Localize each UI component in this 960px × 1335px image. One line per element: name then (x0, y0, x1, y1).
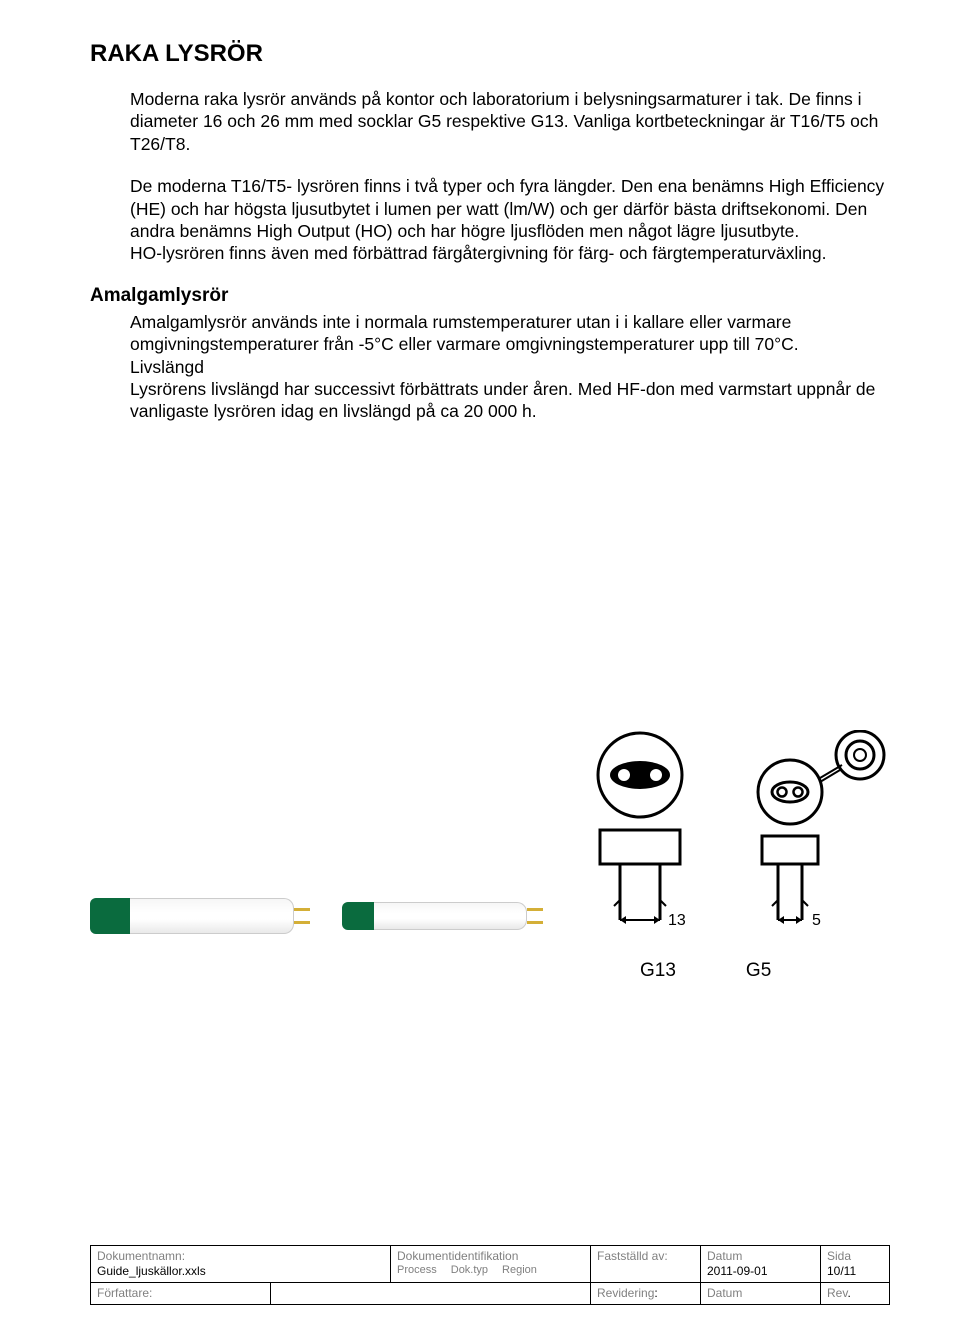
heading-amalgam: Amalgamlysrör (90, 285, 890, 307)
socket-g5-diagram: 5 (740, 730, 890, 940)
tube-t5-icon (342, 902, 545, 930)
footer-dokumentnamn-value: Guide_ljuskällor.xxls (97, 1264, 206, 1278)
footer-faststalld-label: Fastställd av: (597, 1249, 668, 1263)
tube-pins-icon (294, 898, 312, 934)
paragraph-3b-label: Livslängd (130, 357, 204, 377)
figure-row: 13 (90, 700, 890, 940)
g5-label: G5 (746, 960, 771, 982)
document-page: RAKA LYSRÖR Moderna raka lysrör används … (0, 0, 960, 1335)
footer-rev-label: Rev (827, 1286, 847, 1300)
paragraph-1: Moderna raka lysrör används på kontor oc… (130, 88, 890, 155)
footer-metadata-table: Dokumentnamn: Guide_ljuskällor.xxls Doku… (90, 1245, 890, 1305)
tube-pins-icon (527, 898, 545, 934)
paragraph-2b: HO-lysrören finns även med förbättrad fä… (130, 243, 826, 263)
footer-row-2: Författare: Revidering: Datum Rev. (91, 1283, 889, 1304)
socket-labels-row: G13 G5 (640, 960, 771, 982)
paragraph-3a: Amalgamlysrör används inte i normala rum… (130, 312, 799, 354)
tube-body-icon (374, 902, 527, 930)
footer-datum-value: 2011-09-01 (707, 1264, 768, 1278)
g13-label: G13 (640, 960, 676, 982)
heading-main: RAKA LYSRÖR (90, 40, 890, 68)
paragraph-3b: Lysrörens livslängd har successivt förbä… (130, 379, 875, 421)
footer-revidering-label: Revidering (597, 1286, 654, 1300)
socket-g13-diagram: 13 (580, 730, 700, 940)
footer-forfattare-label: Författare: (97, 1286, 152, 1300)
g5-dim-text: 5 (812, 912, 821, 929)
footer-sida-label: Sida (827, 1249, 851, 1263)
tube-cap-icon (90, 898, 130, 934)
footer-doktyp-sublabel: Dok.typ (451, 1264, 488, 1278)
paragraph-3: Amalgamlysrör används inte i normala rum… (130, 311, 890, 423)
footer-datum2-label: Datum (707, 1286, 742, 1300)
footer-sida-value: 10/11 (827, 1264, 856, 1278)
footer-datum-label: Datum (707, 1249, 742, 1263)
footer-dokumentnamn-label: Dokumentnamn: (97, 1249, 185, 1263)
tube-body-icon (130, 898, 294, 934)
g13-dim-text: 13 (668, 912, 686, 929)
paragraph-2a: De moderna T16/T5- lysrören finns i två … (130, 176, 884, 241)
footer-revidering-colon: : (654, 1286, 657, 1300)
footer-dokid-label: Dokumentidentifikation (397, 1249, 518, 1263)
footer-process-sublabel: Process (397, 1264, 437, 1278)
socket-diagrams: 13 (580, 730, 890, 940)
tube-t8-icon (90, 898, 312, 934)
footer-row-1: Dokumentnamn: Guide_ljuskällor.xxls Doku… (91, 1246, 889, 1283)
footer-region-sublabel: Region (502, 1264, 537, 1278)
footer-rev-dot: . (847, 1286, 850, 1300)
tube-cap-icon (342, 902, 374, 930)
paragraph-2: De moderna T16/T5- lysrören finns i två … (130, 175, 890, 265)
